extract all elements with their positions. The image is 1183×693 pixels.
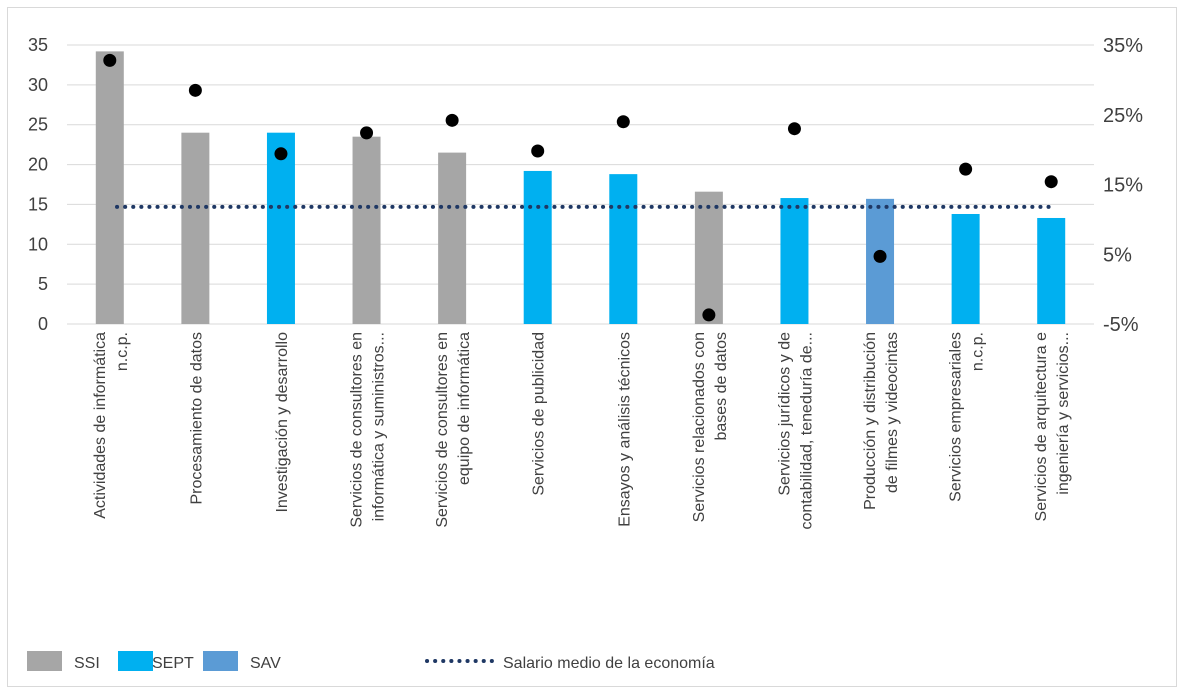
category-label: contabilidad, teneduría de... [798,332,815,529]
category-label: bases de datos [713,332,730,441]
bar [1037,217,1066,324]
category-label: Investigación y desarrollo [274,332,291,513]
category-label: ingeniería y servicios... [1055,332,1072,495]
bar [352,136,381,324]
right-tick-label: 15% [1103,175,1143,197]
data-point [1044,175,1058,189]
left-tick-label: 15 [28,194,48,214]
data-point [360,126,374,140]
category-label: de filmes y videocintas [884,332,901,493]
data-point [787,122,801,136]
bar [95,51,124,325]
category-label: n.c.p. [114,332,131,371]
legend-label-sept: SEPT [152,655,194,672]
chart-frame [7,7,1177,687]
bar [523,170,552,324]
left-tick-label: 0 [38,314,48,334]
category-label: Servicios jurídicos y de [776,332,793,496]
left-tick-label: 5 [38,274,48,294]
data-point [959,162,973,176]
data-point [188,83,202,97]
legend-swatch-sept [118,651,153,671]
right-tick-label: 5% [1103,244,1132,266]
bar [694,191,723,324]
legend-swatch-ssi [27,651,62,671]
left-tick-label: 10 [28,234,48,254]
data-point [702,308,716,322]
legend-swatch-sav [203,651,238,671]
category-label: Servicios de publicidad [531,332,548,496]
bar [951,213,980,324]
left-tick-label: 30 [28,75,48,95]
legend-label-sav: SAV [250,655,281,672]
right-tick-label: -5% [1103,314,1139,336]
category-label: Producción y distribución [862,332,879,510]
left-tick-label: 20 [28,155,48,175]
bar [266,132,295,324]
right-tick-label: 25% [1103,105,1143,127]
data-point [274,147,288,161]
category-label: Servicios de consultores en [349,332,366,528]
category-label: Servicios de arquitectura e [1033,332,1050,522]
category-label: informática y suministros... [371,332,388,521]
data-point [103,53,117,67]
right-tick-label: 35% [1103,35,1143,57]
legend-label-reference-line: Salario medio de la economía [503,655,715,672]
category-label: Actividades de informática [92,332,109,519]
category-label: Servicios de consultores en [434,332,451,528]
category-label: Servicios empresariales [948,332,965,502]
bar [181,132,210,324]
data-point [531,144,545,158]
category-label: n.c.p. [970,332,987,371]
left-tick-label: 25 [28,115,48,135]
data-point [445,113,459,127]
data-point [616,115,630,129]
data-point [873,249,887,263]
bar [780,198,809,324]
category-label: Procesamiento de datos [188,332,205,505]
category-label: Ensayos y análisis técnicos [616,332,633,527]
left-tick-label: 35 [28,35,48,55]
legend-label-ssi: SSI [74,655,100,672]
category-label: equipo de informática [456,332,473,485]
bar [609,174,638,324]
bar [438,152,467,324]
category-label: Servicios relacionados con [691,332,708,522]
